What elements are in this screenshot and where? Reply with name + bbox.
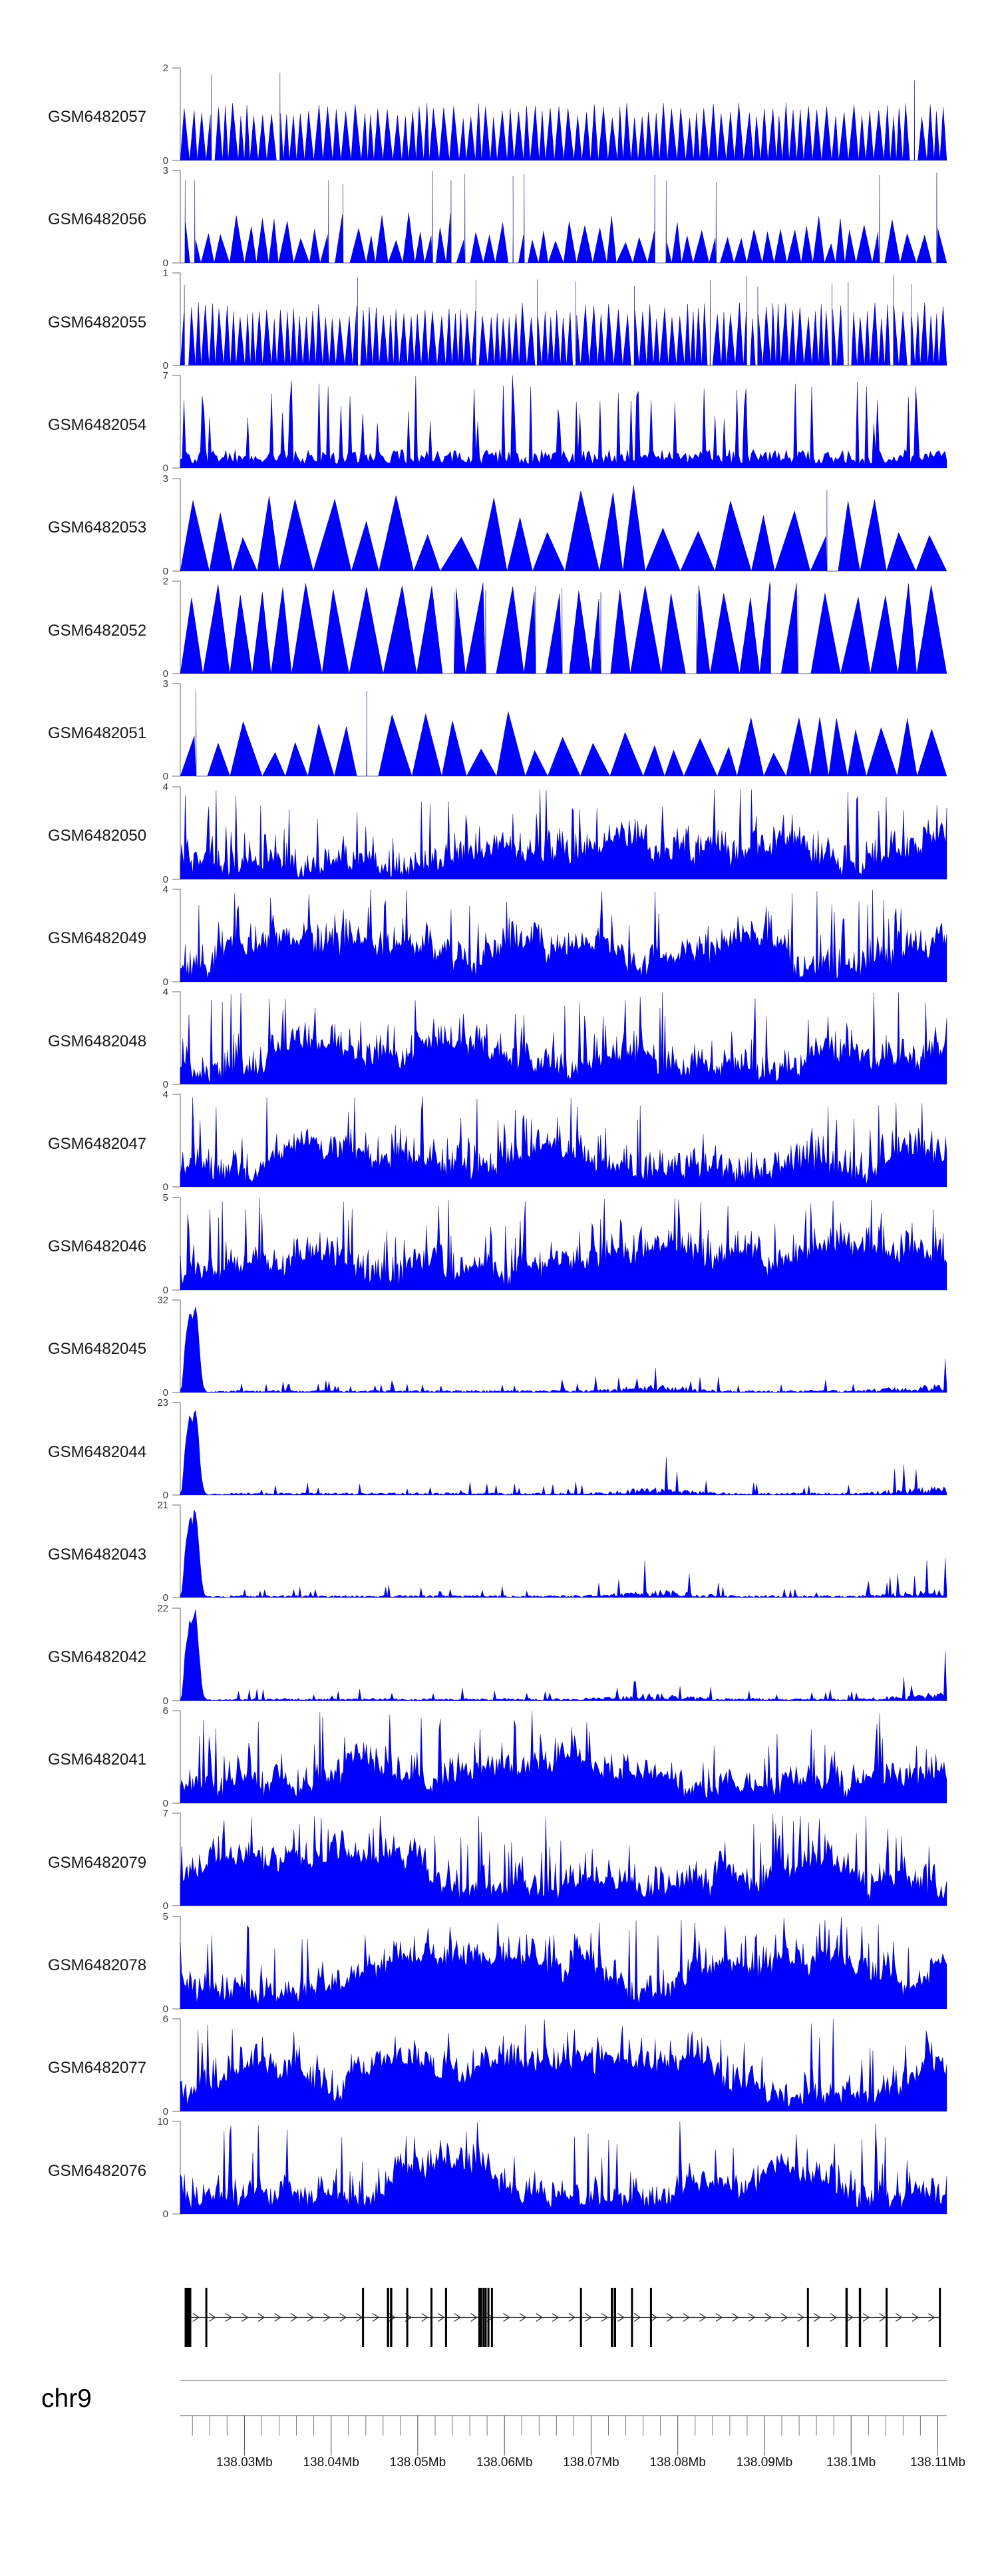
svg-text:2: 2 bbox=[163, 576, 168, 587]
svg-text:138.11Mb: 138.11Mb bbox=[910, 2456, 965, 2469]
svg-text:3: 3 bbox=[163, 678, 168, 690]
svg-text:4: 4 bbox=[163, 884, 168, 895]
svg-text:138.08Mb: 138.08Mb bbox=[649, 2456, 706, 2469]
svg-text:138.09Mb: 138.09Mb bbox=[737, 2456, 793, 2469]
svg-text:7: 7 bbox=[163, 370, 168, 381]
svg-text:138.03Mb: 138.03Mb bbox=[216, 2456, 273, 2469]
svg-text:4: 4 bbox=[163, 781, 168, 793]
svg-text:32: 32 bbox=[157, 1295, 168, 1306]
svg-text:138.05Mb: 138.05Mb bbox=[390, 2456, 446, 2469]
svg-text:138.1Mb: 138.1Mb bbox=[826, 2456, 876, 2469]
svg-text:6: 6 bbox=[163, 1705, 168, 1717]
svg-text:23: 23 bbox=[157, 1397, 168, 1408]
svg-text:1: 1 bbox=[163, 268, 168, 279]
svg-text:4: 4 bbox=[163, 986, 168, 998]
svg-text:21: 21 bbox=[157, 1500, 168, 1511]
svg-text:2: 2 bbox=[163, 63, 168, 74]
svg-text:22: 22 bbox=[157, 1603, 168, 1614]
svg-text:5: 5 bbox=[163, 1192, 168, 1203]
svg-text:138.06Mb: 138.06Mb bbox=[476, 2456, 533, 2469]
svg-text:6: 6 bbox=[163, 2014, 168, 2025]
svg-text:5: 5 bbox=[163, 1911, 168, 1922]
svg-text:10: 10 bbox=[157, 2116, 168, 2127]
svg-text:7: 7 bbox=[163, 1808, 168, 1819]
svg-text:138.07Mb: 138.07Mb bbox=[563, 2456, 619, 2469]
svg-text:138.04Mb: 138.04Mb bbox=[303, 2456, 359, 2469]
svg-text:4: 4 bbox=[163, 1089, 168, 1100]
svg-text:3: 3 bbox=[163, 165, 168, 176]
svg-text:3: 3 bbox=[163, 473, 168, 485]
svg-text:0: 0 bbox=[163, 2209, 168, 2220]
